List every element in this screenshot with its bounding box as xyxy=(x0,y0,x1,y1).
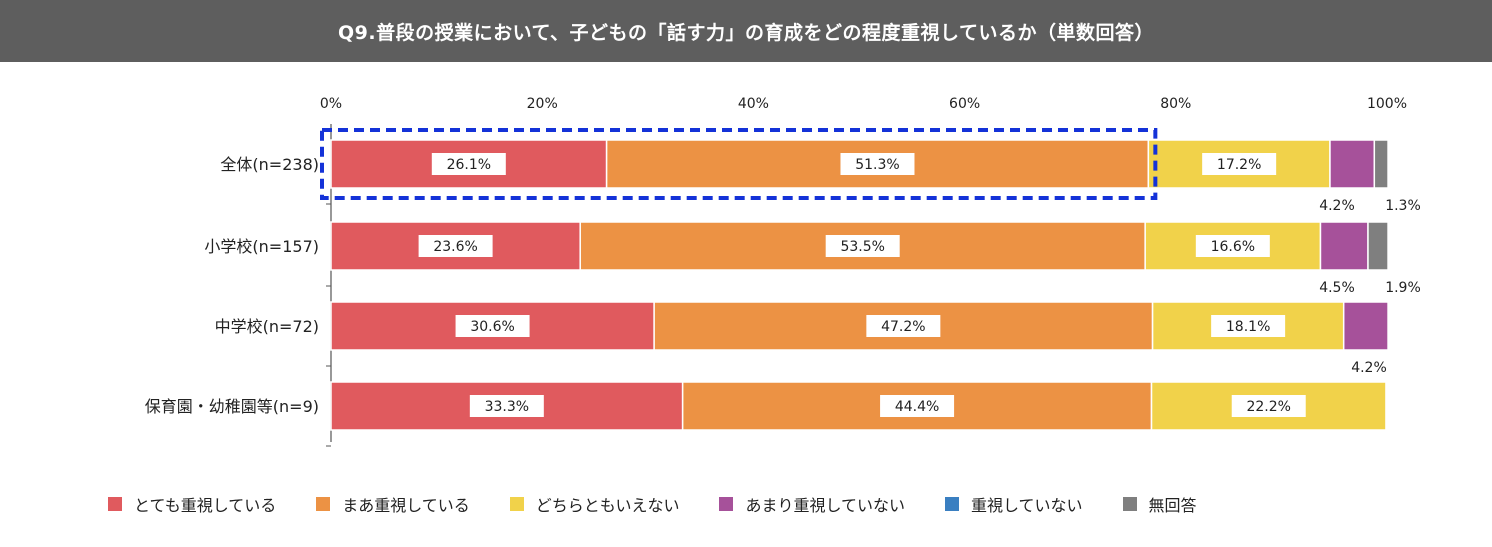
legend-label: あまり重視していない xyxy=(745,496,905,515)
data-label: 22.2% xyxy=(1246,399,1290,415)
highlight-box xyxy=(320,128,1158,200)
data-label: 1.3% xyxy=(1385,198,1421,214)
category-label: 小学校(n=157) xyxy=(204,237,319,256)
legend-item: とても重視している xyxy=(108,492,276,516)
x-tick-label: 20% xyxy=(527,96,558,112)
data-label: 23.6% xyxy=(433,239,477,255)
legend-swatch xyxy=(1122,497,1137,511)
data-label: 47.2% xyxy=(881,319,925,335)
data-label-box xyxy=(1231,395,1306,417)
data-label-box xyxy=(1202,153,1277,175)
x-tick-label: 40% xyxy=(738,96,769,112)
data-label-box xyxy=(431,153,506,175)
bar-segment xyxy=(1342,301,1389,351)
data-label: 17.2% xyxy=(1217,157,1261,173)
data-label: 30.6% xyxy=(470,319,514,335)
legend-label: 無回答 xyxy=(1148,496,1197,515)
x-tick-label: 80% xyxy=(1160,96,1191,112)
legend-item: まあ重視している xyxy=(316,492,470,516)
legend-swatch xyxy=(108,497,122,511)
legend-label: まあ重視している xyxy=(342,496,470,515)
category-label: 中学校(n=72) xyxy=(215,317,319,336)
bar-segment xyxy=(1373,139,1389,189)
legend-item: あまり重視していない xyxy=(719,492,905,516)
data-label-box xyxy=(1211,315,1286,337)
x-tick-label: 100% xyxy=(1367,96,1407,112)
chart-title: Q9.普段の授業において、子どもの「話す力」の育成をどの程度重視しているか（単数… xyxy=(0,0,1492,62)
bar-segment xyxy=(1367,221,1389,271)
category-label: 保育園・幼稚園等(n=9) xyxy=(145,397,319,416)
stacked-bar-chart: 0% 20% 40% 60% 80% 100% 全体(n=238) 26.1% 51.3% 17.… xyxy=(145,96,1421,447)
category-label: 全体(n=238) xyxy=(220,155,319,174)
data-label: 53.5% xyxy=(840,239,884,255)
legend-item: 重視していない xyxy=(945,492,1083,516)
x-tick-label: 0% xyxy=(320,96,342,112)
data-label-box xyxy=(455,315,530,337)
data-label: 4.2% xyxy=(1351,360,1387,376)
data-label: 18.1% xyxy=(1226,319,1270,335)
legend-swatch xyxy=(945,497,959,511)
data-label-box xyxy=(840,153,915,175)
data-label-box xyxy=(418,235,493,257)
data-label: 44.4% xyxy=(895,399,939,415)
data-label: 16.6% xyxy=(1211,239,1255,255)
chart-legend: とても重視している まあ重視している どちらともいえない あまり重視していない 重視して… xyxy=(108,492,1237,516)
legend-label: どちらともいえない xyxy=(535,496,680,515)
data-label: 33.3% xyxy=(485,399,529,415)
data-label: 26.1% xyxy=(447,157,491,173)
legend-swatch xyxy=(509,497,524,511)
legend-label: 重視していない xyxy=(971,496,1083,515)
bar-segment xyxy=(1319,221,1369,271)
data-label-box xyxy=(866,315,941,337)
data-label: 4.2% xyxy=(1319,198,1355,214)
x-tick-label: 60% xyxy=(949,96,980,112)
data-label-box xyxy=(825,235,900,257)
data-label-box xyxy=(1195,235,1270,257)
legend-label: とても重視している xyxy=(134,496,277,515)
data-label: 1.9% xyxy=(1385,280,1421,296)
data-label-box xyxy=(469,395,544,417)
data-label: 4.5% xyxy=(1319,280,1355,296)
legend-swatch xyxy=(719,497,734,511)
data-label-box xyxy=(880,395,955,417)
legend-item: どちらともいえない xyxy=(509,492,680,516)
bar-segment xyxy=(1329,139,1376,189)
legend-item: 無回答 xyxy=(1122,492,1197,516)
data-label: 51.3% xyxy=(855,157,899,173)
legend-swatch xyxy=(316,497,331,511)
